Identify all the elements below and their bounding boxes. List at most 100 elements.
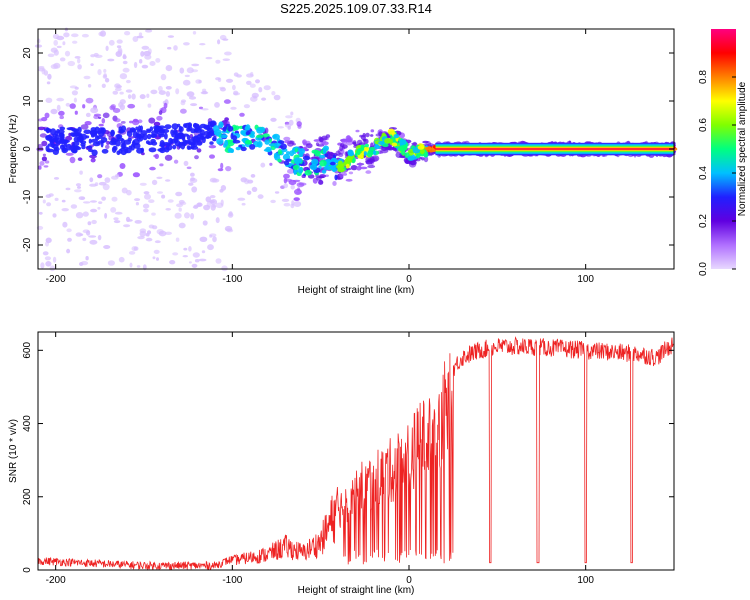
spectrogram-ridge-point: [80, 142, 86, 147]
spectrogram-point: [54, 197, 59, 201]
spectrogram-ridge-point: [90, 138, 98, 143]
spectrogram-point: [179, 67, 185, 74]
spectrogram-point: [163, 102, 168, 109]
colorbar-ticks: 0.0 0.2 0.4 0.6 0.8: [698, 70, 736, 276]
spectrogram-ridge-point: [61, 144, 68, 148]
spectrogram-point: [64, 50, 71, 57]
spectrogram-point: [41, 117, 48, 122]
spectrogram-point: [342, 173, 348, 176]
spectrogram-ridge-point: [140, 147, 145, 153]
spectrogram-point: [113, 118, 121, 123]
spectrogram-point: [134, 220, 142, 224]
spectrogram-point: [264, 127, 269, 134]
spectrogram-point: [47, 73, 52, 80]
spectrogram-point: [85, 256, 89, 261]
spectrogram-tone-band: [435, 147, 674, 151]
spectrogram-point: [86, 230, 91, 236]
spectrogram-point: [365, 160, 373, 165]
spectrogram-x-tick-label: 100: [577, 274, 594, 285]
spectrogram-ridge-point: [147, 133, 152, 140]
spectrogram-point: [339, 171, 344, 179]
spectrogram-point: [56, 97, 65, 102]
spectrogram-point: [42, 153, 47, 157]
spectrogram-point: [75, 212, 84, 219]
spectrogram-point: [77, 157, 83, 161]
spectrogram-ridge-point: [194, 128, 198, 132]
spectrogram-ridge-point: [132, 138, 140, 146]
spectrogram-point: [217, 39, 221, 45]
spectrogram-point: [109, 105, 116, 111]
spectrogram-point: [220, 162, 224, 170]
spectrogram-ridge-point: [111, 146, 117, 154]
spectrogram-point: [117, 47, 123, 54]
snr-x-label: Height of straight line (km): [298, 585, 415, 596]
spectrogram-point: [338, 153, 344, 157]
spectrogram-point: [49, 265, 56, 272]
spectrogram-point: [208, 145, 217, 149]
spectrogram-point: [329, 152, 335, 156]
spectrogram-point: [61, 199, 66, 203]
spectrogram-ridge-point: [116, 134, 121, 140]
spectrogram-point: [107, 58, 115, 62]
spectrogram-point: [52, 33, 60, 40]
spectrogram-point: [104, 212, 108, 219]
spectrogram-point: [165, 86, 172, 90]
spectrogram-ridge-point: [272, 134, 277, 139]
spectrogram-point: [90, 158, 96, 163]
spectrogram-point: [158, 90, 166, 95]
spectrogram-ridge-point: [309, 163, 318, 171]
spectrogram-point: [411, 142, 417, 145]
spectrogram-point: [255, 79, 260, 84]
spectrogram-point: [105, 45, 109, 51]
spectrogram-point: [184, 74, 190, 78]
spectrogram-ridge-point: [59, 126, 66, 131]
spectrogram-ridge-point: [156, 127, 160, 132]
spectrogram-point: [159, 163, 164, 167]
spectrogram-point: [246, 80, 252, 85]
spectrogram-ridge-point: [65, 143, 72, 151]
spectrogram-ridge-point: [311, 149, 318, 154]
spectrogram-ridge-point: [193, 122, 198, 128]
spectrogram-point: [352, 140, 357, 145]
spectrogram-point: [97, 69, 102, 76]
spectrogram-point: [135, 202, 139, 206]
spectrogram-point: [209, 154, 215, 159]
spectrogram-ridge-point: [311, 158, 319, 166]
spectrogram-point: [241, 202, 246, 206]
spectrogram-point: [97, 234, 102, 241]
spectrogram-point: [82, 237, 87, 242]
spectrogram-point: [365, 170, 372, 174]
spectrogram-point: [52, 213, 57, 218]
spectrogram-point: [77, 186, 81, 189]
spectrogram-point: [228, 211, 233, 217]
spectrogram-point: [69, 85, 78, 89]
spectrogram-point: [142, 203, 150, 209]
spectrogram-ridge-point: [161, 128, 170, 134]
spectrogram-point: [258, 87, 263, 93]
spectrogram-ridge-point: [256, 134, 264, 139]
spectrogram-ridge-point: [391, 142, 398, 147]
spectrogram-point: [167, 46, 172, 50]
spectrogram-point: [173, 45, 178, 51]
spectrogram-point: [69, 156, 76, 164]
snr-x-tick-label: 100: [577, 575, 594, 586]
spectrogram-point: [198, 79, 202, 84]
spectrogram-point: [45, 194, 52, 199]
spectrogram-point: [359, 134, 363, 138]
colorbar-tick-label: 0.6: [698, 118, 709, 132]
spectrogram-point: [332, 181, 337, 186]
spectrogram-point: [190, 213, 195, 220]
spectrogram-ridge-point: [326, 158, 331, 164]
spectrogram-point: [67, 60, 76, 67]
spectrogram-point: [72, 40, 78, 44]
spectrogram-point: [207, 244, 214, 251]
spectrogram-ridge-point: [323, 145, 329, 151]
spectrogram-ridge-point: [213, 125, 220, 132]
spectrogram-point: [224, 225, 233, 232]
spectrogram-point: [65, 152, 74, 156]
snr-panel: -200 -100 0 100 0 200 400 600 Height of straig…: [8, 331, 675, 596]
spectrogram-point: [146, 230, 152, 235]
colorbar-tick-label: 0.2: [698, 214, 709, 228]
spectrogram-point: [38, 165, 42, 170]
spectrogram-point: [219, 86, 226, 90]
